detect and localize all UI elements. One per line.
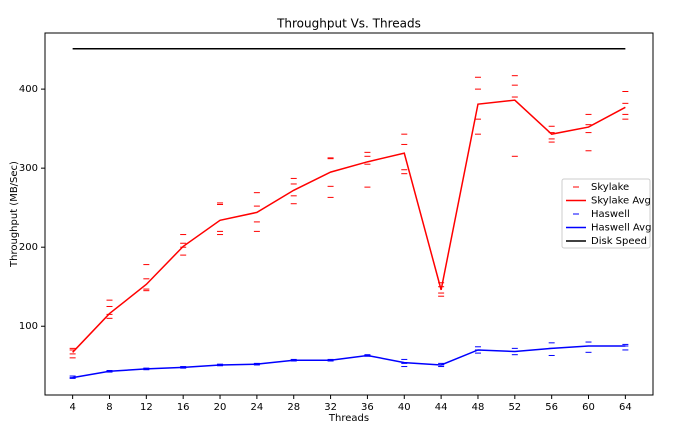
series-line <box>72 99 626 353</box>
y-axis-label: Throughput (MB/Sec) <box>9 161 20 268</box>
legend-label: Haswell <box>591 209 630 220</box>
chart-title: Throughput Vs. Threads <box>276 17 421 31</box>
series-line <box>72 345 626 379</box>
x-tick-label: 44 <box>435 402 448 413</box>
plot-frame <box>44 32 654 396</box>
legend-label: Disk Speed <box>591 236 647 247</box>
x-tick-label: 20 <box>214 402 227 413</box>
x-tick-label: 24 <box>251 402 264 413</box>
x-tick-label: 12 <box>140 402 153 413</box>
x-tick-label: 52 <box>508 402 521 413</box>
x-tick-label: 4 <box>69 402 75 413</box>
y-tick-label: 400 <box>19 84 38 95</box>
y-tick-label: 300 <box>19 163 38 174</box>
y-tick-label: 100 <box>19 321 38 332</box>
legend-label: Haswell Avg <box>591 223 651 234</box>
x-tick-label: 28 <box>287 402 300 413</box>
x-tick-label: 36 <box>361 402 374 413</box>
x-tick-label: 16 <box>177 402 190 413</box>
legend-label: Skylake Avg <box>591 196 651 207</box>
legend-box <box>561 178 651 249</box>
x-axis-label: Threads <box>328 413 369 424</box>
x-tick-label: 64 <box>619 402 632 413</box>
x-tick-label: 8 <box>106 402 112 413</box>
y-tick-label: 200 <box>19 242 38 253</box>
x-tick-label: 40 <box>398 402 411 413</box>
x-tick-label: 32 <box>324 402 337 413</box>
x-tick-label: 48 <box>472 402 485 413</box>
x-tick-label: 60 <box>582 402 595 413</box>
legend-label: Skylake <box>591 182 629 193</box>
x-tick-label: 56 <box>545 402 558 413</box>
